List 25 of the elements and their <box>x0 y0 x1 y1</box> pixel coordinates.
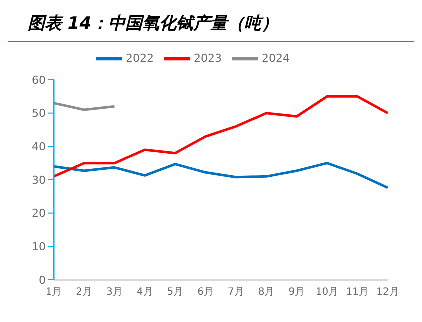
x-tick-label: 4月 <box>136 287 154 298</box>
x-tick-label: 3月 <box>106 287 123 298</box>
x-tick-label: 6月 <box>198 287 214 298</box>
x-tick-label: 10月 <box>316 287 339 298</box>
x-tick-label: 9月 <box>288 287 306 298</box>
x-tick-label: 7月 <box>228 287 244 298</box>
x-tick-label: 5月 <box>167 287 184 298</box>
legend-label: 2024 <box>262 52 290 66</box>
x-tick-label: 1月 <box>46 287 62 298</box>
line-series <box>52 95 390 178</box>
x-tick-label: 2月 <box>76 287 93 298</box>
legend-label: 2023 <box>194 52 222 66</box>
y-tick-label: 20 <box>32 207 46 220</box>
y-tick-label: 0 <box>39 274 46 287</box>
chart-title: 图表 14：中国氧化铽产量（吨） <box>8 8 414 42</box>
x-tick-label: 8月 <box>258 287 275 298</box>
y-tick-label: 40 <box>32 140 46 154</box>
x-tick-label: 12月 <box>376 287 400 298</box>
y-tick-label: 50 <box>32 107 46 120</box>
y-tick-label: 30 <box>32 174 46 187</box>
legend-label: 2022 <box>126 52 154 66</box>
x-tick-label: 11月 <box>346 287 370 298</box>
y-tick-label: 10 <box>32 240 46 254</box>
line-series <box>52 162 390 190</box>
y-tick-label: 60 <box>32 74 46 87</box>
